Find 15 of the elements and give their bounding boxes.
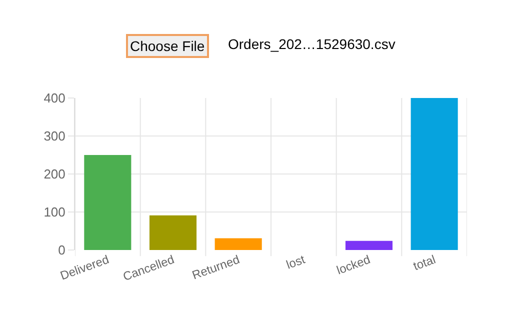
x-tick-label: locked [334, 252, 372, 278]
y-tick-label: 200 [44, 166, 66, 182]
y-tick-label: 300 [44, 128, 66, 144]
bar [149, 215, 197, 250]
x-tick-label: lost [284, 252, 308, 272]
text: Choose File [130, 38, 205, 54]
y-tick-label: 0 [58, 242, 66, 258]
y-tick-label: 100 [44, 204, 66, 220]
bar [345, 240, 393, 250]
bar [410, 98, 458, 250]
bar [214, 238, 262, 250]
text: Orders_202…1529630.csv [228, 36, 396, 52]
y-tick-label: 400 [44, 90, 66, 106]
bar [84, 155, 132, 250]
x-tick-label: total [411, 252, 438, 274]
